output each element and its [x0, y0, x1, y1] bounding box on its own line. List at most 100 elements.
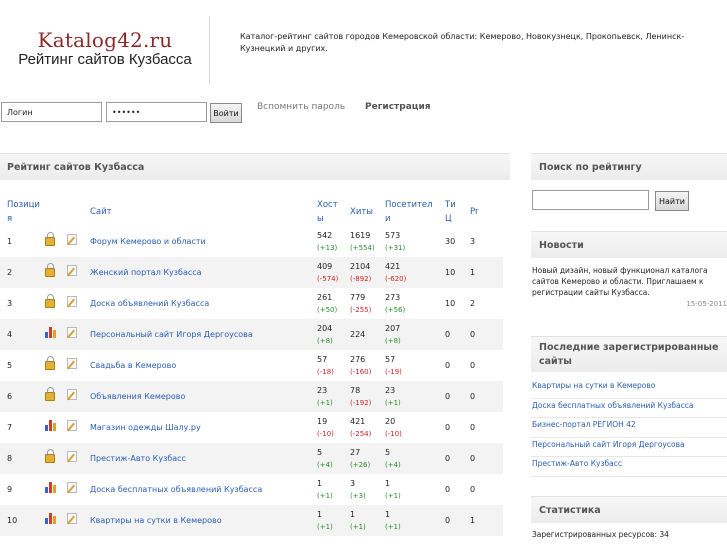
col-site[interactable]: Сайт — [90, 207, 112, 217]
cell-pr: 0 — [470, 360, 476, 370]
edit-icon[interactable] — [67, 482, 77, 493]
cell-visitors-delta: (-19) — [385, 367, 402, 376]
login-input[interactable] — [1, 102, 102, 122]
cell-hits: 779 (-255) — [350, 288, 385, 319]
cell-hosts-delta: (+1) — [317, 491, 333, 500]
site-link[interactable]: Магазин одежды Шалу.ру — [90, 422, 201, 432]
cell-tic: 0 — [445, 443, 470, 474]
cell-hosts: 57 (-18) — [317, 350, 350, 381]
col-hits[interactable]: Хиты — [350, 207, 374, 217]
remind-password-link[interactable]: Вспомнить пароль — [257, 102, 346, 112]
cell-position: 8 — [0, 443, 45, 474]
login-button[interactable]: Войти — [210, 103, 242, 123]
logo-title[interactable]: Katalog42.ru — [37, 28, 173, 52]
recent-site-link[interactable]: Квартиры на сутки в Кемерово — [531, 379, 727, 399]
cell-hosts: 19 (-10) — [317, 412, 350, 443]
chart-icon[interactable] — [45, 327, 56, 338]
edit-icon[interactable] — [67, 358, 77, 369]
recent-site-link[interactable]: Доска бесплатных объявлений Кузбасса — [531, 399, 727, 418]
rating-panel: Рейтинг сайтов Кузбасса Позиция Сайт Хос… — [0, 153, 510, 545]
cell-position: 9 — [7, 484, 13, 494]
edit-icon[interactable] — [67, 327, 77, 338]
lock-icon[interactable] — [45, 356, 55, 370]
site-link[interactable]: Женский портал Кузбасса — [90, 257, 317, 288]
cell-pr: 0 — [470, 443, 503, 474]
site-link[interactable]: Форум Кемерово и области — [90, 236, 206, 246]
col-hosts[interactable]: Хосты — [317, 200, 338, 224]
site-description: Каталог-рейтинг сайтов городов Кемеровск… — [240, 32, 685, 53]
col-tic[interactable]: ТиЦ — [445, 200, 456, 224]
col-position[interactable]: Позиция — [7, 200, 40, 224]
lock-icon[interactable] — [45, 387, 55, 401]
cell-hits-delta: (-255) — [350, 305, 372, 314]
cell-visitors-delta: (+1) — [385, 491, 401, 500]
search-input[interactable] — [532, 190, 649, 210]
login-form: Войти Вспомнить пароль Регистрация — [0, 102, 727, 124]
news-date: 15-05-2011 — [686, 300, 727, 308]
search-button[interactable]: Найти — [655, 191, 689, 211]
site-link[interactable]: Персональный сайт Игоря Дергоусова — [90, 319, 317, 350]
edit-icon[interactable] — [67, 451, 77, 462]
search-title: Поиск по рейтингу — [531, 153, 727, 180]
cell-hits: 276 (-160) — [350, 350, 385, 381]
site-link[interactable]: Доска объявлений Кузбасса — [90, 298, 210, 308]
lock-icon[interactable] — [45, 232, 55, 246]
cell-visitors: 5 (+4) — [385, 443, 445, 474]
cell-tic: 0 — [445, 484, 451, 494]
col-icon-2 — [67, 198, 90, 226]
cell-icon — [45, 350, 67, 381]
site-logo[interactable]: Katalog42.ru Рейтинг сайтов Кузбасса — [0, 28, 210, 68]
site-link[interactable]: Свадьба в Кемерово — [90, 360, 177, 370]
edit-icon[interactable] — [67, 513, 77, 524]
edit-icon[interactable] — [67, 420, 77, 431]
recent-site-link[interactable]: Престиж-Авто Кузбасс — [531, 457, 727, 477]
recent-site-link[interactable]: Бизнес-портал РЕГИОН 42 — [531, 418, 727, 438]
chart-icon[interactable] — [45, 482, 56, 493]
cell-edit — [67, 350, 90, 381]
col-pr[interactable]: Pr — [470, 207, 479, 217]
edit-icon[interactable] — [67, 265, 77, 276]
cell-visitors-delta: (+1) — [385, 398, 401, 407]
site-link[interactable]: Объявления Кемерово — [90, 381, 317, 412]
cell-tic: 0 — [445, 319, 470, 350]
col-visitors[interactable]: Посетители — [385, 200, 433, 224]
cell-hosts-delta: (-10) — [317, 429, 334, 438]
register-link[interactable]: Регистрация — [365, 102, 431, 112]
cell-visitors: 207 (+8) — [385, 319, 445, 350]
edit-icon[interactable] — [67, 296, 77, 307]
rating-table: Позиция Сайт Хосты Хиты Посетители ТиЦ P… — [0, 198, 503, 536]
cell-position: 5 — [7, 360, 13, 370]
site-link[interactable]: Квартиры на сутки в Кемерово — [90, 505, 317, 536]
cell-hits-delta: (+3) — [350, 491, 366, 500]
lock-icon[interactable] — [45, 449, 55, 463]
cell-pr: 0 — [470, 422, 476, 432]
lock-icon[interactable] — [45, 294, 55, 308]
password-input[interactable] — [106, 102, 207, 122]
cell-edit — [67, 412, 90, 443]
cell-icon — [45, 412, 67, 443]
cell-hosts-delta: (-574) — [317, 274, 339, 283]
edit-icon[interactable] — [67, 389, 77, 400]
site-link[interactable]: Престиж-Авто Кузбасс — [90, 443, 317, 474]
cell-visitors-delta: (+56) — [385, 305, 406, 314]
chart-icon[interactable] — [45, 420, 56, 431]
chart-icon[interactable] — [45, 513, 56, 524]
cell-visitors-delta: (-10) — [385, 429, 402, 438]
recent-site-link[interactable]: Персональный сайт Игоря Дергоусова — [531, 438, 727, 457]
site-link[interactable]: Доска бесплатных объявлений Кузбасса — [90, 484, 263, 494]
cell-position: 6 — [0, 381, 45, 412]
cell-hosts-delta: (-18) — [317, 367, 334, 376]
cell-hits: 421 (-254) — [350, 412, 385, 443]
cell-visitors: 1 (+1) — [385, 474, 445, 505]
cell-icon — [45, 319, 67, 350]
cell-tic: 10 — [445, 257, 470, 288]
recent-sites-list: Квартиры на сутки в Кемерово Доска беспл… — [531, 379, 727, 477]
cell-edit — [67, 226, 90, 257]
lock-icon[interactable] — [45, 263, 55, 277]
cell-edit — [67, 288, 90, 319]
rating-row: 4 Персональный сайт Игоря Дергоусова 204 (+… — [0, 319, 503, 350]
edit-icon[interactable] — [67, 234, 77, 245]
cell-pr: 1 — [470, 505, 503, 536]
cell-visitors: 1 (+1) — [385, 505, 445, 536]
stats-registered: Зарегистрированных ресурсов: 34 — [532, 530, 669, 539]
